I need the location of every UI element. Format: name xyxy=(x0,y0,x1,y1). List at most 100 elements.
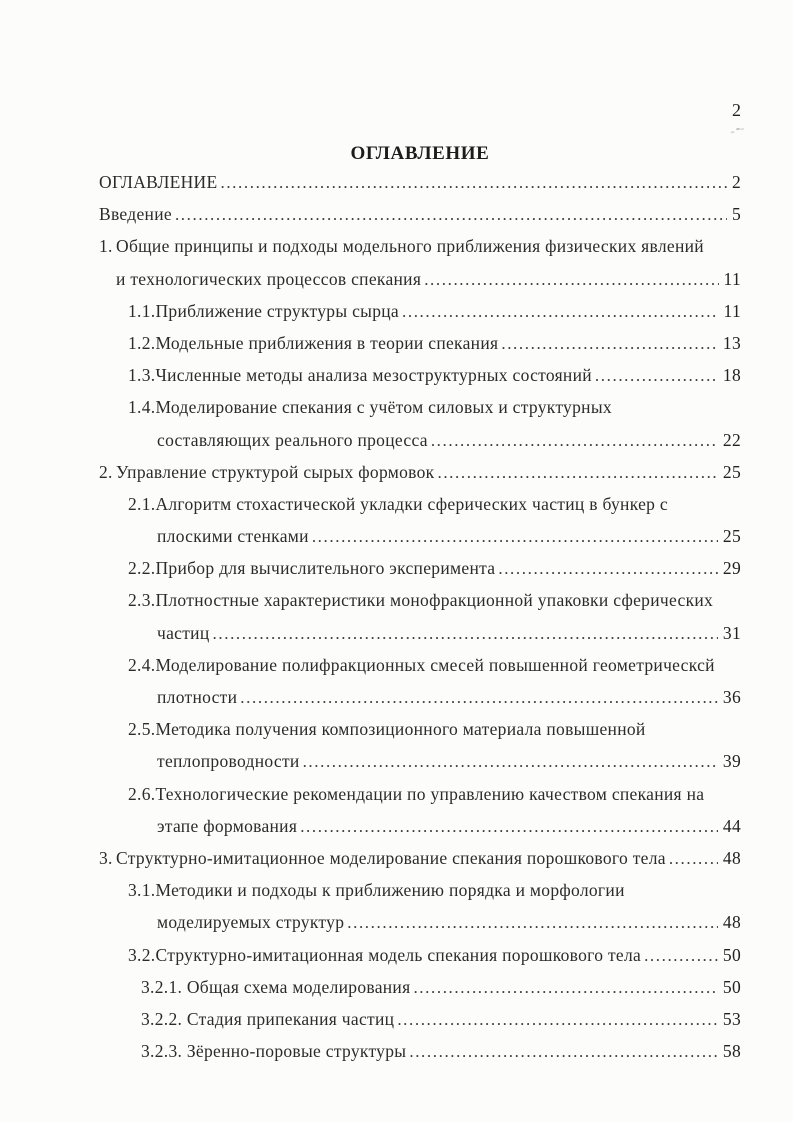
toc-entry-text: 1.1.Приближение структуры сырца xyxy=(128,300,399,321)
toc-entry-page: 44 xyxy=(722,815,741,836)
toc-dot-leader xyxy=(413,971,717,1004)
toc-entry-text: частиц xyxy=(157,622,210,643)
toc-dot-leader xyxy=(595,359,718,392)
table-of-contents: ОГЛАВЛЕНИЕ 2 Введение 5 1.Общие принципы и п… xyxy=(99,166,741,1067)
toc-entry: частиц 31 xyxy=(99,617,741,649)
toc-entry: Введение 5 xyxy=(99,198,741,230)
toc-entry-text: 2.4.Моделирование полифракционных смесей… xyxy=(128,654,715,675)
toc-entry: моделируемых структур 48 xyxy=(99,906,741,938)
toc-entry-text: 2.1.Алгоритм стохастической укладки сфер… xyxy=(128,493,668,514)
toc-entry-text: 2.6.Технологические рекомендации по упра… xyxy=(128,783,705,804)
toc-dot-leader xyxy=(498,552,718,585)
toc-entry-text: 2.3.Плотностные характеристики монофракц… xyxy=(128,590,714,611)
toc-entry-text: моделируемых структур xyxy=(157,912,345,933)
toc-entry: этапе формования 44 xyxy=(99,810,741,842)
toc-entry-page: 36 xyxy=(722,687,741,707)
toc-entry: 1.3.Численные методы анализа мезострукту… xyxy=(99,359,741,391)
toc-dot-leader xyxy=(175,198,727,231)
toc-entry: ОГЛАВЛЕНИЕ 2 xyxy=(99,166,741,198)
toc-dot-leader xyxy=(644,939,718,972)
toc-entry: плотности 36 xyxy=(99,681,741,713)
toc-entry: и технологических процессов спекания 11 xyxy=(99,263,741,295)
toc-dot-leader xyxy=(669,842,718,875)
toc-entry-page: 48 xyxy=(722,847,741,868)
toc-entry-page: 48 xyxy=(722,912,741,933)
toc-entry: 2.3.Плотностные характеристики монофракц… xyxy=(99,584,741,616)
toc-entry-page: 50 xyxy=(722,976,741,997)
toc-entry: теплопроводности 39 xyxy=(99,745,741,777)
toc-entry: составляющих реального процесса 22 xyxy=(99,424,741,456)
toc-entry: 1. Общие принципы и подходы модельного пр… xyxy=(99,230,741,262)
toc-entry: 3.2.3. Зёренно-поровые структуры 58 xyxy=(99,1035,741,1067)
toc-entry-page: 39 xyxy=(722,751,741,772)
toc-entry-text: 2.2.Прибор для вычислительного экспериме… xyxy=(128,558,496,579)
toc-entry: 1.2.Модельные приближения в теории спека… xyxy=(99,327,741,359)
toc-entry-page: 29 xyxy=(722,558,741,579)
toc-entry: 2.Управление структурой сырых формовок 25 xyxy=(99,456,741,488)
toc-entry-text: плотности xyxy=(157,687,238,707)
toc-entry-text: ОГЛАВЛЕНИЕ xyxy=(99,172,218,192)
toc-entry-text: плоскими стенками xyxy=(157,526,309,547)
toc-dot-leader xyxy=(437,456,717,489)
toc-dot-leader xyxy=(300,810,718,843)
toc-entry-page: 2 xyxy=(731,172,741,192)
toc-entry-text: 1.2.Модельные приближения в теории спека… xyxy=(128,332,499,353)
toc-entry-page: 58 xyxy=(722,1041,741,1062)
toc-dot-leader xyxy=(312,520,718,553)
toc-entry: 3.1.Методики и подходы к приближению пор… xyxy=(99,874,741,906)
toc-dot-leader xyxy=(501,327,718,360)
toc-entry-text: 3.2.2. Стадия припекания частиц xyxy=(141,1008,395,1029)
toc-entry-text: 1.4.Моделирование спекания с учётом сило… xyxy=(128,397,612,418)
toc-entry-page: 50 xyxy=(722,944,741,965)
toc-entry-text: и технологических процессов спекания xyxy=(116,268,422,289)
toc-entry: 1.1.Приближение структуры сырца 11 xyxy=(99,295,741,327)
toc-entry-text: 2.5.Методика получения композиционного м… xyxy=(128,719,646,740)
toc-entry-text: Введение xyxy=(99,204,172,225)
page-title: ОГЛАВЛЕНИЕ xyxy=(350,143,490,164)
toc-entry: 2.5.Методика получения композиционного м… xyxy=(99,713,741,745)
toc-entry: 3.2.Структурно-имитационная модель спека… xyxy=(99,939,741,971)
toc-entry-page: 13 xyxy=(722,332,741,353)
toc-entry-text: 3.1.Методики и подходы к приближению пор… xyxy=(128,880,625,901)
toc-dot-leader xyxy=(303,745,718,778)
toc-entry-text: 1.3.Численные методы анализа мезострукту… xyxy=(128,365,592,386)
toc-entry-text: Управление структурой сырых формовок xyxy=(116,461,435,482)
toc-entry-text: 3.2.1. Общая схема моделирования xyxy=(141,976,411,997)
toc-entry-text: 3.2.3. Зёренно-поровые структуры xyxy=(141,1041,407,1062)
toc-dot-leader xyxy=(402,295,719,328)
toc-entry: 1.4.Моделирование спекания с учётом сило… xyxy=(99,391,741,423)
toc-entry-text: теплопроводности xyxy=(157,751,300,772)
toc-dot-leader xyxy=(347,906,718,939)
toc-entry: 2.1.Алгоритм стохастической укладки сфер… xyxy=(99,488,741,520)
toc-dot-leader xyxy=(240,681,718,714)
toc-dot-leader xyxy=(220,166,726,199)
toc-entry-text: Структурно-имитационное моделирование сп… xyxy=(116,847,666,868)
toc-entry-page: 18 xyxy=(722,365,741,386)
scan-artifact xyxy=(735,127,741,131)
toc-entry-text: 3.2.Структурно-имитационная модель спека… xyxy=(128,944,642,965)
toc-entry-page: 31 xyxy=(722,622,741,643)
toc-entry-page: 11 xyxy=(723,300,741,321)
toc-dot-leader xyxy=(409,1035,718,1068)
toc-entry: 3.2.2. Стадия припекания частиц 53 xyxy=(99,1003,741,1035)
toc-entry-number: 3. xyxy=(99,847,113,868)
toc-entry-number: 2. xyxy=(99,461,113,482)
toc-entry-text: этапе формования xyxy=(157,815,298,836)
toc-entry-page: 11 xyxy=(723,268,741,289)
toc-entry-page: 53 xyxy=(722,1008,741,1029)
toc-entry: 3. Структурно-имитационное моделирование … xyxy=(99,842,741,874)
toc-dot-leader xyxy=(213,617,718,650)
toc-entry-text: составляющих реального процесса xyxy=(157,429,428,450)
toc-entry: 2.6.Технологические рекомендации по упра… xyxy=(99,778,741,810)
toc-entry-number: 1. xyxy=(99,236,113,257)
toc-entry-page: 5 xyxy=(731,204,741,225)
page-number: 2 xyxy=(732,100,741,120)
toc-entry-text: Общие принципы и подходы модельного приб… xyxy=(116,236,704,257)
toc-entry-page: 25 xyxy=(722,526,741,547)
toc-entry: 2.2.Прибор для вычислительного экспериме… xyxy=(99,552,741,584)
toc-entry-page: 25 xyxy=(722,461,741,482)
toc-dot-leader xyxy=(431,424,718,457)
toc-entry: 2.4.Моделирование полифракционных смесей… xyxy=(99,649,741,681)
toc-dot-leader xyxy=(397,1003,718,1036)
